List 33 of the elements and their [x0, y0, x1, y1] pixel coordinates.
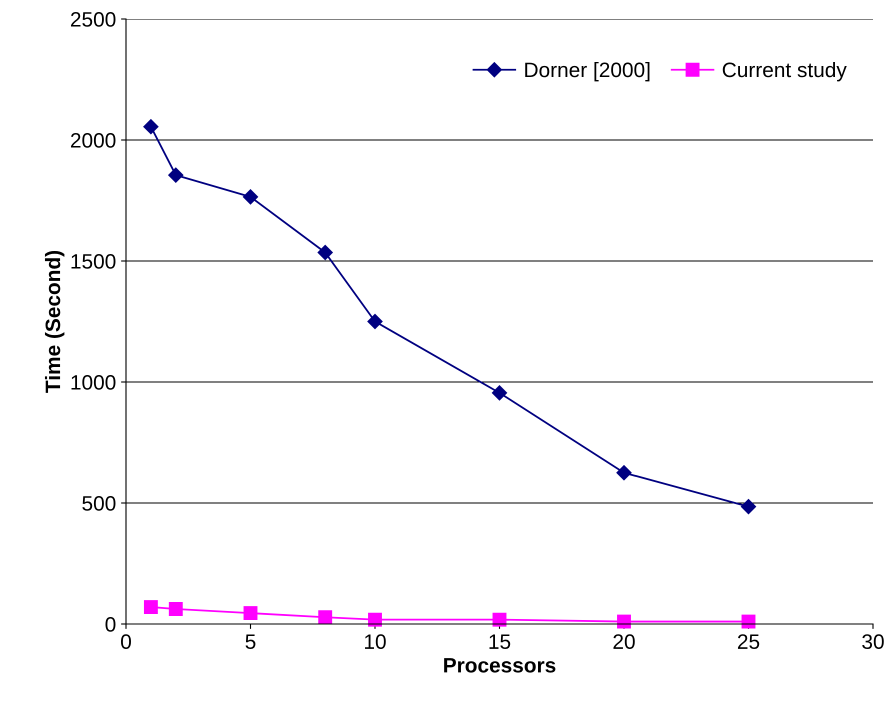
- point: [318, 610, 332, 624]
- point: [616, 465, 632, 480]
- point: [742, 614, 756, 629]
- point: [367, 314, 383, 330]
- point: [617, 614, 631, 629]
- point: [492, 612, 506, 627]
- legend-label: Current study: [722, 62, 847, 82]
- point: [368, 612, 382, 627]
- point: [740, 499, 756, 514]
- x-tick-label: 5: [246, 634, 256, 650]
- point: [143, 119, 158, 134]
- y-axis-title: Time (Second): [44, 250, 64, 393]
- x-tick-label: 25: [738, 634, 760, 650]
- y-tick-label: 0: [106, 617, 116, 632]
- legend-label: Dorner [2000]: [525, 62, 650, 82]
- point: [318, 244, 333, 260]
- y-tick-label: 2500: [70, 12, 116, 27]
- y-tick-label: 1000: [72, 375, 116, 390]
- point: [144, 600, 158, 614]
- y-tick-label: 500: [82, 496, 116, 511]
- x-axis-title: Processors: [444, 658, 556, 673]
- x-tick-label: 0: [121, 634, 131, 650]
- point: [242, 189, 258, 204]
- x-tick-label: 10: [365, 634, 386, 650]
- x-tick-label: 20: [613, 634, 635, 650]
- point: [492, 385, 508, 400]
- x-tick-label: 30: [862, 634, 884, 650]
- point: [244, 606, 258, 620]
- y-tick-label: 2000: [70, 133, 116, 148]
- point: [168, 168, 184, 183]
- x-tick-label: 15: [490, 634, 510, 650]
- point: [168, 602, 183, 616]
- y-tick-label: 1500: [72, 254, 116, 269]
